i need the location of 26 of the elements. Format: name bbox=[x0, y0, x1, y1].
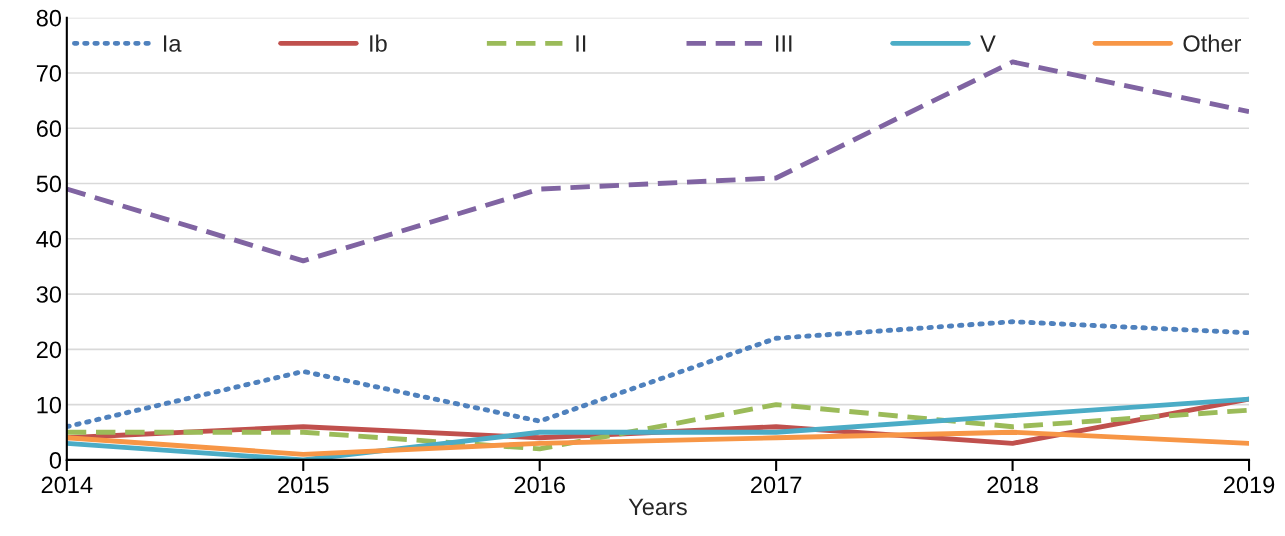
legend-label: V bbox=[980, 35, 996, 52]
y-tick-label: 70 bbox=[36, 65, 62, 82]
y-tick-label: 60 bbox=[36, 120, 62, 138]
x-tick-label: 2019 bbox=[1223, 476, 1275, 494]
y-tick-label: 10 bbox=[37, 396, 62, 414]
y-tick-label: 0 bbox=[49, 451, 62, 469]
x-tick-label: 2018 bbox=[987, 476, 1038, 494]
y-tick-label: 20 bbox=[36, 341, 62, 359]
line-series bbox=[66, 429, 1250, 457]
line-series bbox=[66, 319, 1250, 430]
x-tick-label: 2017 bbox=[751, 476, 802, 494]
y-tick-label: 40 bbox=[36, 230, 62, 248]
line-series bbox=[66, 59, 1250, 264]
legend-label: II bbox=[576, 35, 586, 52]
legend-label: Other bbox=[1183, 34, 1242, 52]
legend-label: Ia bbox=[163, 35, 182, 52]
legend-label: Ib bbox=[370, 34, 387, 52]
x-tick-label: 2015 bbox=[278, 476, 329, 494]
x-tick-label: 2014 bbox=[41, 476, 93, 494]
legend-label: III bbox=[776, 35, 792, 52]
y-tick-label: 50 bbox=[36, 175, 62, 193]
y-tick-label: 30 bbox=[36, 286, 62, 303]
x-axis-title: Years bbox=[628, 498, 687, 516]
x-tick-label: 2016 bbox=[514, 476, 565, 494]
line-series bbox=[66, 402, 1250, 452]
y-tick-label: 80 bbox=[36, 9, 62, 27]
